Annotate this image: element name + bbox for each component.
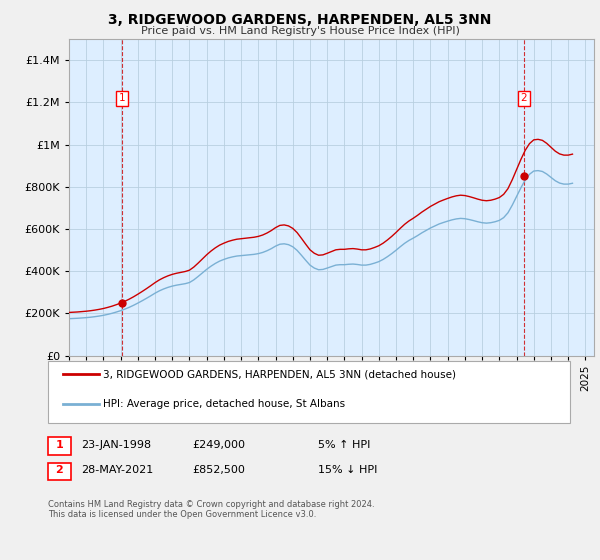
Text: 3, RIDGEWOOD GARDENS, HARPENDEN, AL5 3NN: 3, RIDGEWOOD GARDENS, HARPENDEN, AL5 3NN [109,13,491,27]
Text: 15% ↓ HPI: 15% ↓ HPI [318,465,377,475]
Text: 5% ↑ HPI: 5% ↑ HPI [318,440,370,450]
Text: 28-MAY-2021: 28-MAY-2021 [81,465,153,475]
Text: 1: 1 [56,440,63,450]
Text: 1: 1 [118,94,125,103]
Text: £249,000: £249,000 [192,440,245,450]
Text: £852,500: £852,500 [192,465,245,475]
Text: 2: 2 [56,465,63,475]
Text: 2: 2 [520,94,527,103]
Text: Contains HM Land Registry data © Crown copyright and database right 2024.
This d: Contains HM Land Registry data © Crown c… [48,500,374,519]
Text: HPI: Average price, detached house, St Albans: HPI: Average price, detached house, St A… [103,399,346,409]
Text: 23-JAN-1998: 23-JAN-1998 [81,440,151,450]
Text: Price paid vs. HM Land Registry's House Price Index (HPI): Price paid vs. HM Land Registry's House … [140,26,460,36]
Text: 3, RIDGEWOOD GARDENS, HARPENDEN, AL5 3NN (detached house): 3, RIDGEWOOD GARDENS, HARPENDEN, AL5 3NN… [103,369,456,379]
